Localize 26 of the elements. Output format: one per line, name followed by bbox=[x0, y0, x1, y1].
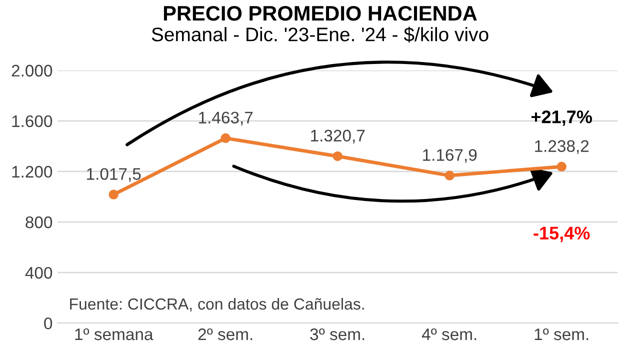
data-label: 1.320,7 bbox=[311, 130, 365, 144]
point bbox=[108, 190, 118, 200]
y-tick-label: 800 bbox=[26, 216, 52, 228]
point bbox=[332, 151, 342, 162]
data-label: 1.463,7 bbox=[199, 112, 253, 126]
y-tick-label: 2.000 bbox=[12, 64, 52, 77]
point bbox=[556, 162, 566, 172]
y-tick-label: 0 bbox=[44, 317, 52, 330]
chart-subtitle: Semanal - Dic. '23-Ene. '24 - $/kilo vivo bbox=[152, 26, 488, 43]
x-tick-label: 3º sem. bbox=[310, 328, 364, 340]
chart-title: PRECIO PROMEDIO HACIENDA bbox=[164, 6, 477, 21]
data-label: 1.167,9 bbox=[423, 149, 477, 163]
annotation: -15,4% bbox=[534, 226, 590, 242]
data-label: 1.017,5 bbox=[87, 168, 141, 182]
x-tick-label: 2º sem. bbox=[198, 328, 252, 340]
point bbox=[444, 170, 454, 180]
y-tick-label: 1.200 bbox=[12, 166, 52, 178]
x-tick-label: 4º sem. bbox=[422, 328, 476, 340]
data-label: 1.238,2 bbox=[535, 140, 589, 154]
y-tick-label: 1.600 bbox=[12, 115, 52, 128]
annotation: Fuente: CICCRA, con datos de Cañuelas. bbox=[70, 298, 364, 312]
point bbox=[220, 133, 230, 144]
x-tick-label: 1º sem. bbox=[534, 328, 588, 340]
annotation: +21,7% bbox=[531, 110, 592, 126]
x-tick-label: 1º semana bbox=[75, 328, 154, 340]
y-tick-label: 400 bbox=[25, 266, 52, 279]
